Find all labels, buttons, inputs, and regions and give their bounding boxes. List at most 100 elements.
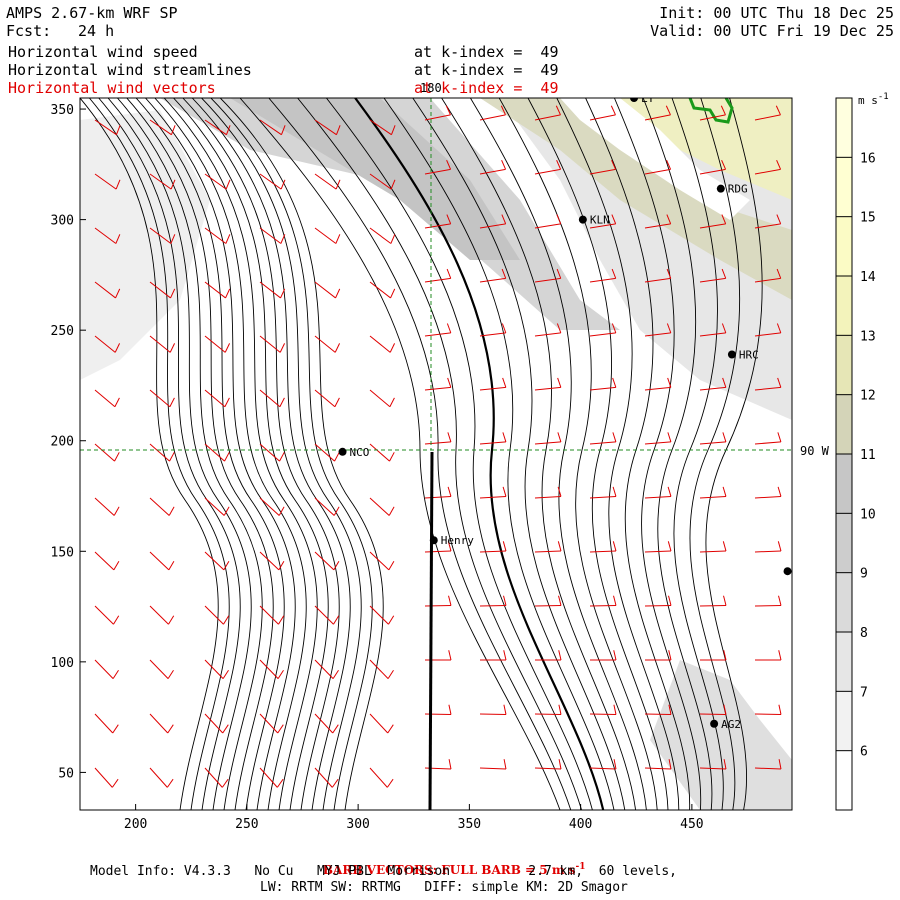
wind-barb xyxy=(534,704,562,716)
colorbar-label: 11 xyxy=(860,448,876,463)
wind-barb xyxy=(754,541,782,553)
wind-barb xyxy=(314,389,340,408)
wind-barb xyxy=(149,227,176,244)
colorbar-label: 7 xyxy=(860,685,868,700)
station-label: KLN xyxy=(590,214,610,227)
wind-barb xyxy=(424,214,452,229)
streamline xyxy=(107,98,252,810)
wind-barb xyxy=(589,323,617,337)
wind-barb xyxy=(589,377,617,391)
wind-barb xyxy=(589,214,617,229)
wind-barb xyxy=(424,541,452,553)
barb-legend-exponent: -1 xyxy=(575,862,586,872)
station-label: HRC xyxy=(739,348,759,361)
wind-barb xyxy=(259,119,286,136)
wind-barb xyxy=(204,605,230,625)
wind-barb xyxy=(149,281,176,299)
wind-barb xyxy=(754,159,782,175)
station-marker xyxy=(716,184,725,193)
streamline xyxy=(219,98,384,810)
wind-barb xyxy=(479,759,507,770)
wind-barb xyxy=(699,159,727,175)
wind-barb xyxy=(204,119,231,136)
wind-barb xyxy=(479,214,507,229)
wind-barb xyxy=(699,268,727,283)
wind-barb xyxy=(534,541,562,553)
x-tick-label: 350 xyxy=(458,817,481,832)
wind-barb xyxy=(534,323,562,337)
wind-barb xyxy=(314,443,340,462)
wind-barb xyxy=(369,659,394,679)
wind-barb xyxy=(534,214,562,229)
wind-barb xyxy=(644,268,672,283)
wind-barb xyxy=(204,335,231,353)
wind-barb xyxy=(149,119,176,136)
barb-legend-text: BARB VECTORS: FULL BARB = 5 m s xyxy=(322,863,576,877)
wind-barb xyxy=(369,281,396,299)
wind-barb xyxy=(314,335,341,353)
colorbar-swatch xyxy=(836,750,852,810)
wind-barb xyxy=(94,443,120,462)
wind-barb xyxy=(424,432,452,445)
station-marker xyxy=(710,719,719,728)
forecast-hour: 24 h xyxy=(78,22,115,40)
wind-barb xyxy=(534,486,562,499)
wind-barb xyxy=(699,486,727,499)
station-marker xyxy=(727,350,736,359)
wind-barb xyxy=(699,323,727,337)
streamline xyxy=(354,98,605,810)
streamline xyxy=(201,98,362,810)
wind-barb xyxy=(149,659,174,679)
wind-barb xyxy=(644,486,672,499)
wind-barb xyxy=(259,713,284,734)
physics-info: LW: RRTM SW: RRTMG DIFF: simple KM: 2D S… xyxy=(260,880,628,895)
wind-barb xyxy=(754,268,782,283)
y-tick-label: 250 xyxy=(51,324,74,339)
wind-barb xyxy=(479,595,507,607)
wind-barb xyxy=(589,268,617,283)
y-axis: 350 300 250 200 150 100 50 xyxy=(51,103,86,781)
wind-barb xyxy=(204,713,229,734)
field-streamlines-level: at k-index = 49 xyxy=(414,61,559,79)
wind-barb xyxy=(754,486,782,499)
wind-barb xyxy=(149,389,175,408)
wind-barb xyxy=(314,767,339,788)
wind-barb xyxy=(479,486,507,499)
wind-barb xyxy=(589,759,617,770)
wind-barb xyxy=(204,281,231,299)
wind-barb xyxy=(699,214,727,229)
streamline xyxy=(297,98,583,810)
wind-barb xyxy=(94,551,120,571)
wind-barb xyxy=(149,605,175,625)
wind-barb xyxy=(755,650,782,661)
field-vectors: Horizontal wind vectors xyxy=(8,79,216,97)
wind-barb xyxy=(204,227,231,244)
station-label: LT xyxy=(641,92,655,105)
colorbar-label: 13 xyxy=(860,329,876,344)
wind-barb xyxy=(149,713,174,734)
wind-barb xyxy=(369,227,396,244)
wind-barb xyxy=(369,443,395,462)
wind-barb xyxy=(94,605,120,625)
streamline xyxy=(145,98,296,810)
wind-barb xyxy=(204,659,229,679)
wind-barb xyxy=(369,497,395,516)
wind-barb xyxy=(424,486,452,499)
wind-barb xyxy=(94,335,121,353)
wind-barb xyxy=(369,389,395,408)
wind-barb xyxy=(94,281,121,299)
wind-barb xyxy=(369,173,396,190)
station-marker xyxy=(578,215,587,224)
coastline xyxy=(688,98,734,124)
barb-legend: BARB VECTORS: FULL BARB = 5 m s-1 xyxy=(0,848,900,877)
wind-barbs xyxy=(94,105,782,788)
wind-barb xyxy=(369,335,396,353)
x-tick-label: 300 xyxy=(346,817,369,832)
wind-barb xyxy=(314,551,340,571)
colorbar-swatch xyxy=(836,335,852,395)
x-axis: 200 250 300 350 400 450 xyxy=(124,804,704,832)
wind-barb xyxy=(149,497,175,516)
wind-barb xyxy=(754,105,781,121)
wind-barb xyxy=(754,759,782,770)
colorbar-swatch xyxy=(836,513,852,573)
